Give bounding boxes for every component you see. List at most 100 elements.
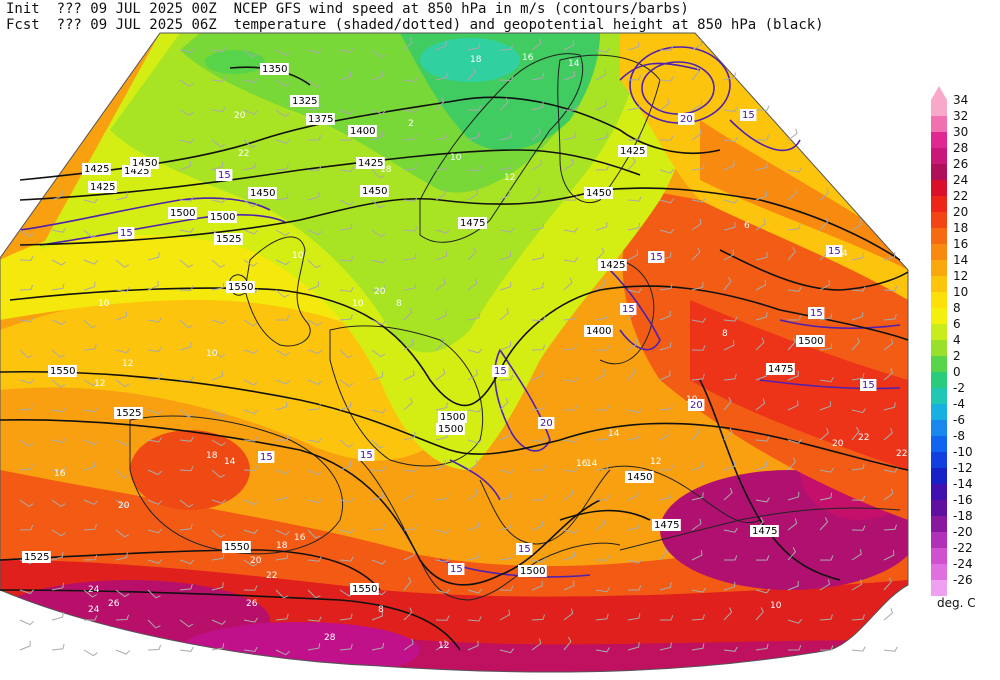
wind-barb [147,619,161,629]
temperature-label: 26 [108,599,120,609]
height-label-bg [348,125,377,137]
wind-barb [691,128,702,141]
wind-barb [115,614,130,621]
height-label-text: 1500 [798,336,823,347]
legend-swatch [931,564,947,580]
wind-barb [755,218,766,231]
temperature-label: 12 [504,173,515,183]
wind-barb [339,439,354,448]
wind-barb [339,199,354,206]
wind-barb [371,371,384,381]
wind-barb [627,41,640,51]
wind-barb [755,191,767,201]
height-label: 1400 [584,325,613,337]
wind-barb [275,379,290,385]
wind-label: 20 [678,113,695,125]
wind-barb [83,229,97,238]
wind-label: 15 [258,451,275,463]
height-label: 1500 [438,411,467,423]
temperature-label-text: 24 [88,605,100,615]
wind-barb [851,311,864,321]
wind-label: 15 [516,543,533,555]
wind-barb [115,259,130,268]
wind-barb [563,528,578,534]
wind-barb [211,582,224,591]
wind-barb [83,589,98,598]
wind-barb [659,465,674,471]
wind-barb [115,311,127,321]
wind-barb [627,74,642,81]
wind-barb [819,217,829,231]
wind-barb [307,616,322,622]
wind-barb [851,614,865,621]
wind-barb [243,617,258,623]
wind-barb [563,158,574,171]
height-label-text: 1500 [520,566,545,577]
wind-barb [755,252,768,261]
wind-barb [243,349,258,354]
wind-barb [755,105,770,111]
legend-level-label: -16 [953,493,973,507]
height-label-text: 1400 [350,126,375,137]
wind-barb [787,337,797,351]
height-label-bg [48,365,77,377]
temperature-labels: 1010101210121416182020222224262826242220… [54,53,907,651]
legend-level-label: -20 [953,525,973,539]
wind-barb [467,407,482,413]
wind-barb [179,376,194,382]
wind-barb [755,279,767,291]
wind-barb [339,135,354,141]
temperature-label-text: 10 [770,601,782,611]
wind-barb [371,169,385,179]
wind-barb [275,401,288,411]
height-labels: 1325135013751400142514251425145014501475… [22,63,825,595]
temperature-label-text: 16 [54,469,66,479]
wind-barb [851,495,866,501]
wind-barb [659,228,674,234]
wind-barb [243,139,257,148]
temperature-label-text: 24 [88,585,100,595]
wind-label: 20 [538,417,555,429]
wind-label-text: 20 [690,400,703,411]
legend-swatch [931,212,947,228]
header-init-line: Init ??? 09 JUL 2025 00Z NCEP GFS wind s… [6,1,689,17]
temperature-label: 12 [438,641,449,651]
wind-barb [659,429,671,441]
wind-barb [787,618,802,624]
temperature-label: 22 [266,571,277,581]
wind-label-text: 15 [810,308,823,319]
wind-barb [51,407,66,413]
wind-barb [595,222,608,231]
wind-barb [499,648,515,654]
wind-barb [435,615,450,621]
wind-barb [819,187,829,201]
wind-barb [435,459,447,471]
wind-barb [147,346,162,353]
temperature-label-text: 22 [266,571,277,581]
legend-level-label: 8 [953,301,961,315]
height-label-bg [82,163,111,175]
height-label-text: 1450 [586,188,611,199]
height-label-text: 1450 [627,472,652,483]
wind-barb [147,559,162,564]
wind-barb [147,374,161,381]
height-label: 1500 [208,211,237,223]
wind-barb [371,611,383,621]
temperature-label-text: 10 [98,299,110,309]
wind-barb [659,168,674,174]
legend-level-label: 2 [953,349,961,363]
legend-swatch [931,484,947,500]
temperature-label-text: 20 [374,287,386,297]
wind-barb [499,251,512,261]
wind-barb [211,469,225,478]
wind-label: 15 [118,227,135,239]
wind-barb [723,527,738,533]
wind-barb [627,432,640,441]
legend-level-label: -24 [953,557,973,571]
wind-barb [403,466,418,472]
wind-barb [147,252,160,261]
height-label: 1450 [584,187,613,199]
temperature-label: 8 [378,605,384,615]
wind-barb [851,219,862,231]
